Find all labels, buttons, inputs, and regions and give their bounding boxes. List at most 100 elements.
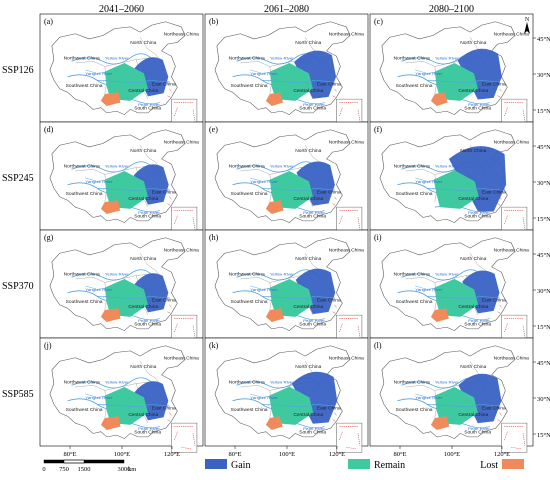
river-label: Yellow River <box>270 56 295 61</box>
river-label: Yangtze River <box>250 179 278 184</box>
river-label: Yellow River <box>270 380 295 385</box>
region-label: North China <box>130 364 157 369</box>
river-label: Pearl River <box>468 102 490 107</box>
lost-area <box>100 200 121 214</box>
map-panel: Northwest China North China Northeast Chin… <box>204 229 369 345</box>
column-header: 2041–2060 <box>99 4 144 15</box>
region-label: East China <box>482 190 506 195</box>
gain-area <box>291 371 338 424</box>
map-panel: Northwest China North China Northeast Chin… <box>369 13 550 129</box>
river-label: Pearl River <box>138 426 160 431</box>
region-label: Northwest China <box>394 380 431 385</box>
region-label: South China <box>299 430 326 435</box>
river-label: Yellow River <box>105 380 130 385</box>
region-label: South China <box>299 106 326 111</box>
gain-area <box>294 50 337 99</box>
river-label: Pearl River <box>138 210 160 215</box>
legend-label: Gain <box>231 460 250 471</box>
map-panel: Northwest China North China Northeast Chin… <box>39 229 204 345</box>
scale-tick-label: 3000 <box>118 466 131 473</box>
region-label: North China <box>130 256 157 261</box>
region-label: Southwest China <box>396 299 433 304</box>
region-label: Northeast China <box>494 140 530 145</box>
row-label: SSP245 <box>2 173 34 184</box>
region-label: East China <box>317 190 341 195</box>
panel-label: (b) <box>209 17 219 26</box>
region-label: East China <box>482 406 506 411</box>
region-label: Northeast China <box>164 32 200 37</box>
lon-tick-label: 100°E <box>444 451 460 458</box>
lost-area <box>265 200 284 214</box>
legend: Gain Remain Lost <box>205 459 524 471</box>
scale-unit-label: km <box>128 466 136 473</box>
region-label: Central China <box>128 89 158 94</box>
scale-tick-label: 1500 <box>78 466 91 473</box>
map-panel: Northwest China North China Northeast Chin… <box>204 337 369 458</box>
region-label: Northeast China <box>329 356 365 361</box>
lon-tick-label: 100°E <box>114 451 130 458</box>
lon-tick-label: 120°E <box>329 451 345 458</box>
river-label: Pearl River <box>138 102 160 107</box>
region-label: Northeast China <box>164 356 200 361</box>
river-label: Yangtze River <box>250 287 278 292</box>
gain-area <box>462 270 500 314</box>
region-label: Central China <box>293 413 323 418</box>
river-label: Yangtze River <box>250 395 278 400</box>
region-label: Northwest China <box>394 56 431 61</box>
lat-tick-label: 45°N <box>537 36 550 43</box>
region-label: South China <box>134 322 161 327</box>
map-panel: Northwest China North China Northeast Chin… <box>369 121 550 237</box>
gain-area <box>296 161 335 206</box>
region-label: South China <box>464 214 491 219</box>
panel-label: (j) <box>44 341 52 350</box>
region-label: South China <box>299 214 326 219</box>
river-label: Yangtze River <box>415 179 443 184</box>
region-label: South China <box>464 322 491 327</box>
region-label: Northwest China <box>229 380 266 385</box>
lat-tick-label: 45°N <box>537 144 550 151</box>
legend-label: Remain <box>374 460 405 471</box>
region-label: North China <box>460 148 487 153</box>
region-label: East China <box>317 82 341 87</box>
row-label: SSP585 <box>2 389 34 400</box>
region-label: Northwest China <box>229 56 266 61</box>
region-label: Central China <box>458 305 488 310</box>
region-label: North China <box>460 40 487 45</box>
map-panel: Northwest China North China Northeast Chin… <box>39 337 204 458</box>
legend-swatch <box>205 459 227 469</box>
panel-label: (e) <box>209 125 218 134</box>
region-label: Northwest China <box>64 272 101 277</box>
lon-tick-label: 120°E <box>494 451 510 458</box>
lon-tick-label: 80°E <box>393 451 406 458</box>
region-label: North China <box>460 364 487 369</box>
lon-tick-label: 80°E <box>228 451 241 458</box>
region-label: Central China <box>293 89 323 94</box>
region-label: Northwest China <box>229 164 266 169</box>
river-label: Yellow River <box>105 56 130 61</box>
lat-tick-label: 30°N <box>537 72 550 79</box>
panel-label: (g) <box>44 233 54 242</box>
lost-area <box>100 416 121 430</box>
scale-tick-label: 0 <box>42 466 45 473</box>
lat-tick-label: 15°N <box>537 324 550 331</box>
region-label: East China <box>152 190 176 195</box>
region-label: South China <box>134 214 161 219</box>
river-label: Pearl River <box>138 318 160 323</box>
lon-tick-label: 80°E <box>63 451 76 458</box>
river-label: Yellow River <box>105 164 130 169</box>
region-label: North China <box>295 148 322 153</box>
map-panel: Northwest China North China Northeast Chin… <box>204 121 369 237</box>
panel-label: (k) <box>209 341 219 350</box>
region-label: South China <box>299 322 326 327</box>
panel-label: (i) <box>374 233 382 242</box>
region-label: Northwest China <box>64 380 101 385</box>
region-label: Northeast China <box>164 248 200 253</box>
region-label: Northwest China <box>394 272 431 277</box>
map-panel: Northwest China North China Northeast Chin… <box>39 13 204 129</box>
lat-tick-label: 45°N <box>537 360 550 367</box>
remain-area <box>434 278 479 317</box>
region-label: Central China <box>293 197 323 202</box>
region-label: Southwest China <box>231 83 268 88</box>
